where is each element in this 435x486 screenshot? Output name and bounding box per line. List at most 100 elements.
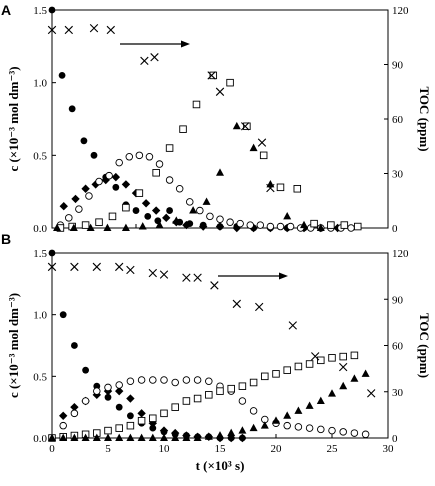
point-open-circle xyxy=(160,376,168,384)
point-filled-diamond xyxy=(137,409,146,418)
point-filled-triangle xyxy=(227,428,236,437)
point-cross xyxy=(47,262,57,272)
point-open-circle xyxy=(125,153,134,161)
point-filled-diamond xyxy=(121,180,131,189)
point-open-circle xyxy=(81,397,90,405)
y-axis-label: c (×10⁻³ mol dm⁻³) xyxy=(6,293,21,398)
point-cross xyxy=(92,262,101,272)
point-open-square xyxy=(122,203,130,212)
point-open-square xyxy=(339,352,347,361)
y-tick-label: 1.0 xyxy=(33,78,47,90)
point-open-circle xyxy=(137,376,146,384)
x-tick-label: 20 xyxy=(271,443,283,455)
point-open-circle xyxy=(286,222,295,231)
point-filled-triangle xyxy=(272,416,280,424)
point-open-square xyxy=(135,189,144,197)
y2-tick-label: 30 xyxy=(392,387,404,399)
point-filled-triangle xyxy=(283,211,292,220)
point-open-circle xyxy=(105,171,113,180)
point-filled-triangle xyxy=(266,180,275,188)
point-filled-circle xyxy=(115,403,123,411)
point-filled-diamond xyxy=(171,428,180,438)
point-open-square xyxy=(283,366,291,374)
point-filled-triangle xyxy=(216,168,224,176)
point-open-circle xyxy=(85,192,93,200)
point-filled-circle xyxy=(90,151,98,159)
point-open-circle xyxy=(65,214,73,222)
point-filled-circle xyxy=(71,342,78,349)
point-filled-triangle xyxy=(350,374,359,382)
point-filled-circle xyxy=(149,424,157,432)
point-cross xyxy=(215,87,225,96)
point-open-circle xyxy=(193,376,202,384)
point-filled-diamond xyxy=(70,402,79,412)
point-filled-diamond xyxy=(182,220,191,230)
point-filled-diamond xyxy=(249,223,258,233)
point-cross xyxy=(47,25,57,35)
point-open-circle xyxy=(276,222,285,231)
point-open-square xyxy=(294,362,303,371)
point-open-circle xyxy=(70,409,79,418)
point-open-square xyxy=(293,185,302,193)
series-open-square xyxy=(56,71,362,232)
point-filled-diamond xyxy=(126,394,135,403)
point-open-circle xyxy=(205,377,213,386)
y2-tick-label: 60 xyxy=(392,341,404,353)
point-filled-triangle xyxy=(316,223,325,231)
point-filled-triangle xyxy=(216,431,224,439)
point-open-circle xyxy=(283,421,291,430)
point-filled-triangle xyxy=(53,223,62,231)
point-cross xyxy=(182,273,191,282)
point-filled-triangle xyxy=(59,433,68,441)
point-filled-triangle xyxy=(189,206,198,214)
point-cross xyxy=(70,262,79,272)
point-filled-circle xyxy=(48,249,56,257)
point-open-circle xyxy=(266,222,275,231)
y2-tick-label: 0 xyxy=(392,223,398,235)
point-open-circle xyxy=(126,377,135,386)
point-filled-triangle xyxy=(86,223,95,231)
point-open-square xyxy=(261,372,269,381)
y2-tick-label: 30 xyxy=(392,169,404,181)
point-filled-triangle xyxy=(249,143,258,152)
point-open-circle xyxy=(238,397,247,405)
point-filled-triangle xyxy=(283,411,292,419)
point-cross xyxy=(106,25,115,35)
point-open-circle xyxy=(175,185,184,193)
panel-a: 0.0 0.5 1.0 1.5 0 30 60 90 120 c (×10⁻³ mol dm⁻³)… xyxy=(6,5,432,235)
point-filled-triangle xyxy=(155,220,164,229)
point-open-square xyxy=(149,414,157,423)
point-filled-circle xyxy=(166,207,174,214)
point-cross xyxy=(241,122,250,131)
point-filled-triangle xyxy=(121,223,130,231)
point-open-circle xyxy=(246,221,254,229)
point-cross xyxy=(150,53,159,62)
point-open-circle xyxy=(294,423,303,431)
point-filled-triangle xyxy=(328,389,336,397)
point-open-square xyxy=(350,351,359,360)
point-cross xyxy=(266,183,275,193)
point-filled-diamond xyxy=(81,184,90,193)
point-filled-triangle xyxy=(171,433,180,441)
series-cross xyxy=(47,262,376,398)
point-filled-diamond xyxy=(162,213,171,223)
point-open-circle xyxy=(361,430,370,439)
point-cross xyxy=(207,71,216,80)
point-open-square xyxy=(216,387,224,395)
point-filled-triangle xyxy=(126,433,135,441)
point-filled-triangle xyxy=(160,433,168,441)
point-filled-circle xyxy=(104,393,112,401)
y2-tick-label: 120 xyxy=(392,5,409,17)
y2-tick-label: 120 xyxy=(392,248,409,260)
point-open-circle xyxy=(171,378,179,387)
point-open-circle xyxy=(145,153,154,161)
series-filled-triangle xyxy=(48,369,370,441)
point-open-square xyxy=(152,169,160,177)
point-cross xyxy=(89,23,99,33)
point-cross xyxy=(115,262,124,272)
point-open-square xyxy=(243,122,251,131)
y2-tick-label: 0 xyxy=(392,433,398,445)
point-filled-triangle xyxy=(69,223,78,231)
point-open-square xyxy=(137,416,146,425)
panel-label-b: B xyxy=(1,231,11,247)
